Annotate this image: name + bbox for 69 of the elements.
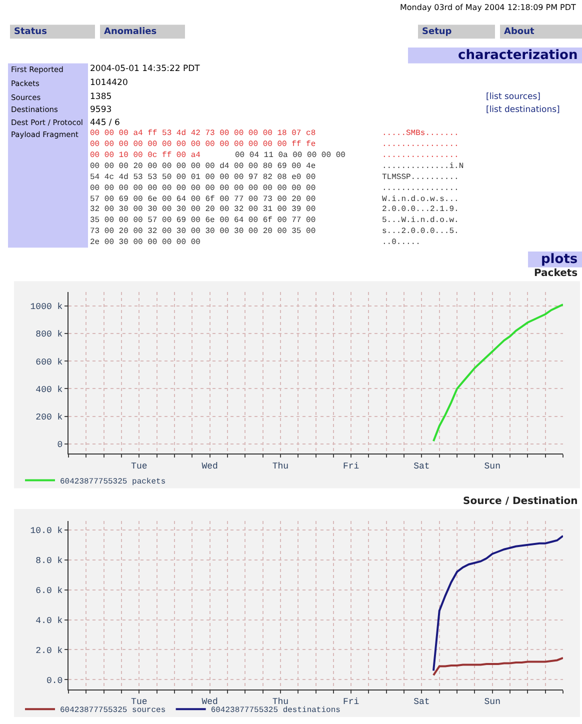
text: plots [541, 252, 578, 267]
x-tick-label: Thu [272, 697, 289, 708]
text: .....SMBs....... [382, 129, 459, 138]
line-series [432, 304, 563, 442]
text: ................ [382, 151, 459, 160]
y-tick-label: 200 k [36, 412, 63, 422]
y-tick-label: 0.0 [46, 676, 63, 686]
y-tick-label: 6.0 k [36, 586, 63, 596]
y-tick-label: 600 k [36, 357, 63, 368]
legend-label: 60423877755325 sources [60, 706, 166, 716]
text: 54 4c 4d 53 53 50 00 01 00 00 00 97 82 08 e0 00 [90, 173, 316, 182]
x-tick-label: Fri [342, 697, 360, 708]
x-tick-label: Sun [484, 697, 500, 708]
text: characterization [458, 48, 578, 63]
text: 35 00 00 00 57 00 69 00 6e 00 64 00 6f 00 77 00 [90, 216, 316, 225]
y-tick-label: 1000 k [30, 302, 63, 312]
line-series [432, 656, 563, 676]
text: 00 00 00 20 00 00 00 00 00 d4 00 00 80 69 00 4e [90, 162, 316, 171]
text: 00 04 11 0a 00 00 00 00 [235, 151, 346, 160]
text: TLMSSP.......... [382, 173, 459, 182]
text: 2e 00 30 00 00 00 00 00 [90, 238, 201, 247]
text: 00 00 00 00 00 00 00 00 00 00 00 00 00 00 ff fe [90, 140, 316, 149]
x-tick-label: Tue [131, 697, 148, 708]
text: 9593 [90, 105, 112, 115]
y-tick-label: 8.0 k [36, 556, 63, 566]
text: 32 00 30 00 30 00 30 00 20 00 32 00 31 00 39 00 [90, 205, 316, 214]
text: [list destinations] [486, 105, 560, 115]
text: Monday 03rd of May 2004 12:18:09 PM PDT [400, 3, 576, 12]
x-tick-label: Wed [202, 697, 218, 708]
text: 2.0.0.0...2.1.9. [382, 205, 459, 214]
text: W.i.n.d.o.w.s... [382, 195, 459, 204]
x-tick-label: Fri [342, 461, 360, 472]
legend-label: 60423877755325 packets [60, 477, 166, 486]
x-tick-label: Sun [484, 461, 500, 472]
legend-label: 60423877755325 destinations [210, 706, 341, 716]
text: Anomalies [104, 27, 157, 37]
text: [list sources] [486, 92, 540, 102]
text: ................ [382, 140, 459, 149]
x-tick-label: Thu [272, 461, 289, 472]
line-series [432, 534, 563, 672]
text: ..............i.N [382, 162, 464, 171]
text: s...2.0.0.0...5. [382, 227, 459, 236]
y-tick-label: 800 k [36, 330, 63, 340]
text: ..0..... [382, 238, 420, 247]
text: Setup [422, 27, 452, 37]
y-tick-label: 4.0 k [36, 616, 63, 626]
text: 2004-05-01 14:35:22 PDT [90, 64, 201, 74]
y-tick-label: 400 k [36, 384, 63, 395]
x-tick-label: Sat [414, 697, 430, 708]
text: 1385 [90, 92, 112, 102]
text: 445 / 6 [90, 118, 120, 128]
text: 1014420 [90, 78, 128, 88]
y-tick-label: 0 [57, 440, 63, 450]
x-tick-label: Tue [131, 461, 148, 472]
text: 73 00 20 00 32 00 30 00 30 00 30 00 20 00 35 00 [90, 227, 316, 236]
text: ................ [382, 184, 459, 193]
text: 00 00 00 a4 ff 53 4d 42 73 00 00 00 00 18 07 c8 [90, 129, 316, 138]
x-tick-label: Sat [414, 461, 430, 472]
y-tick-label: 10.0 k [30, 526, 63, 536]
text: 00 00 00 00 00 00 00 00 00 00 00 00 00 00 00 00 [90, 184, 316, 193]
text: 00 00 10 00 0c ff 00 a4 [90, 151, 201, 160]
chart-title: Source / Destination [463, 496, 578, 507]
y-tick-label: 2.0 k [36, 646, 63, 656]
chart-title: Packets [534, 268, 578, 279]
text: Status [14, 27, 47, 37]
x-tick-label: Wed [202, 461, 218, 472]
text: 5...W.i.n.d.o.w. [382, 216, 459, 225]
text: About [504, 27, 535, 37]
text: 57 00 69 00 6e 00 64 00 6f 00 77 00 73 00 20 00 [90, 195, 316, 204]
